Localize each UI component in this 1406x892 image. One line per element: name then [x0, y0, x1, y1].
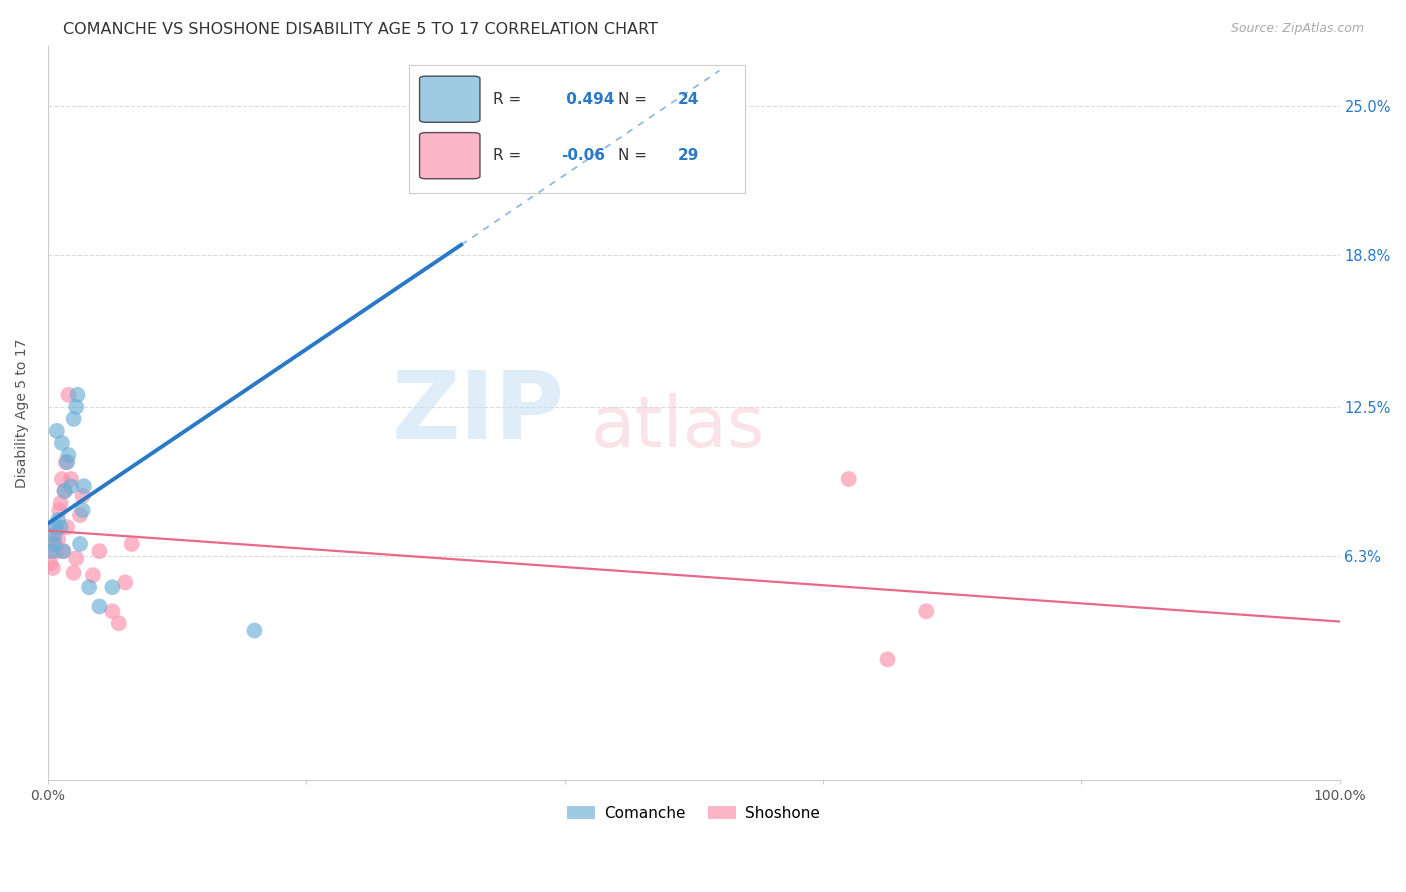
Legend: Comanche, Shoshone: Comanche, Shoshone — [561, 800, 827, 827]
Point — [49, 496, 72, 510]
Point — [42, 561, 65, 575]
Point — [101, 580, 124, 594]
Point — [42, 544, 65, 558]
Text: Source: ZipAtlas.com: Source: ZipAtlas.com — [1230, 22, 1364, 36]
Point — [450, 99, 472, 113]
Point — [876, 652, 898, 666]
Point — [915, 604, 938, 618]
Point — [46, 513, 69, 527]
Point — [44, 520, 66, 534]
Text: atlas: atlas — [591, 393, 765, 462]
Point — [56, 520, 79, 534]
Point — [49, 520, 72, 534]
Point — [44, 527, 66, 541]
Point — [66, 388, 89, 402]
Point — [41, 544, 63, 558]
Y-axis label: Disability Age 5 to 17: Disability Age 5 to 17 — [15, 338, 30, 488]
Point — [51, 472, 73, 486]
Point — [243, 624, 266, 638]
Point — [72, 503, 94, 517]
Point — [51, 436, 73, 450]
Point — [838, 472, 860, 486]
Point — [39, 556, 62, 570]
Point — [52, 544, 75, 558]
Point — [65, 400, 87, 414]
Point — [44, 532, 66, 546]
Point — [89, 544, 111, 558]
Point — [60, 472, 83, 486]
Point — [62, 566, 84, 580]
Point — [65, 551, 87, 566]
Point — [44, 520, 66, 534]
Point — [72, 489, 94, 503]
Point — [101, 604, 124, 618]
Point — [56, 455, 79, 469]
Point — [58, 388, 80, 402]
Point — [44, 537, 66, 551]
Point — [121, 537, 143, 551]
Point — [46, 532, 69, 546]
Point — [82, 568, 104, 582]
Point — [52, 544, 75, 558]
Point — [62, 412, 84, 426]
Text: ZIP: ZIP — [392, 367, 564, 458]
Point — [53, 484, 76, 499]
Text: COMANCHE VS SHOSHONE DISABILITY AGE 5 TO 17 CORRELATION CHART: COMANCHE VS SHOSHONE DISABILITY AGE 5 TO… — [63, 22, 658, 37]
Point — [60, 479, 83, 493]
Point — [77, 580, 100, 594]
Point — [114, 575, 136, 590]
Point — [89, 599, 111, 614]
Point — [58, 448, 80, 462]
Point — [53, 484, 76, 499]
Point — [69, 537, 91, 551]
Point — [55, 455, 77, 469]
Point — [48, 503, 70, 517]
Point — [69, 508, 91, 522]
Point — [45, 544, 67, 558]
Point — [107, 616, 129, 631]
Point — [45, 424, 67, 438]
Point — [73, 479, 96, 493]
